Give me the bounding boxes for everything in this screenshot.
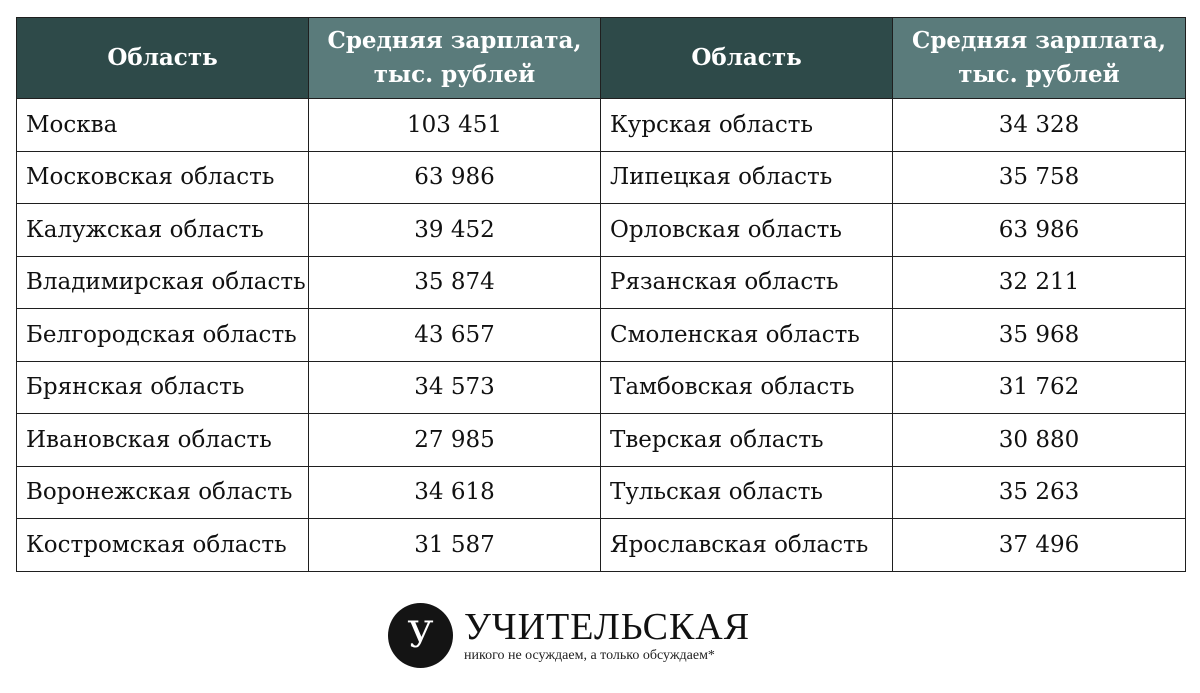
region-cell: Московская область — [16, 150, 309, 204]
header-salary-left: Средняя зарплата, тыс. рублей — [308, 17, 601, 99]
table-row: Белгородская область 43 657 Смоленская о… — [16, 308, 1186, 362]
table-header-row: Область Средняя зарплата, тыс. рублей Об… — [16, 17, 1186, 99]
salary-cell: 35 758 — [892, 150, 1186, 204]
header-salary-line1: Средняя зарплата, — [327, 27, 582, 54]
region-cell: Курская область — [600, 98, 893, 152]
table-row: Владимирская область 35 874 Рязанская об… — [16, 255, 1186, 309]
table-row: Костромская область 31 587 Ярославская о… — [16, 518, 1186, 572]
salary-cell: 27 985 — [308, 413, 601, 467]
header-region-right: Область — [600, 17, 893, 99]
salary-cell: 30 880 — [892, 413, 1186, 467]
region-cell: Смоленская область — [600, 308, 893, 362]
salary-cell: 35 874 — [308, 255, 601, 309]
region-cell: Москва — [16, 98, 309, 152]
table-row: Брянская область 34 573 Тамбовская облас… — [16, 360, 1186, 414]
region-cell: Калужская область — [16, 203, 309, 257]
header-salary-line2: тыс. рублей — [373, 61, 536, 88]
salary-cell: 31 587 — [308, 518, 601, 572]
region-cell: Тамбовская область — [600, 360, 893, 414]
region-cell: Воронежская область — [16, 465, 309, 519]
salary-table: Область Средняя зарплата, тыс. рублей Об… — [16, 17, 1186, 572]
header-region-left: Область — [16, 17, 309, 99]
region-cell: Тверская область — [600, 413, 893, 467]
table-row: Ивановская область 27 985 Тверская облас… — [16, 413, 1186, 467]
salary-cell: 43 657 — [308, 308, 601, 362]
salary-cell: 34 328 — [892, 98, 1186, 152]
header-salary-right: Средняя зарплата, тыс. рублей — [892, 17, 1186, 99]
salary-cell: 37 496 — [892, 518, 1186, 572]
salary-cell: 34 618 — [308, 465, 601, 519]
region-cell: Липецкая область — [600, 150, 893, 204]
table-row: Калужская область 39 452 Орловская облас… — [16, 203, 1186, 257]
brand-tagline: никого не осуждаем, а только обсуждаем* — [464, 648, 715, 663]
region-cell: Костромская область — [16, 518, 309, 572]
region-cell: Орловская область — [600, 203, 893, 257]
brand-text: УЧИТЕЛЬСКАЯ никого не осуждаем, а только… — [464, 607, 750, 664]
salary-cell: 103 451 — [308, 98, 601, 152]
brand-footer: У УЧИТЕЛЬСКАЯ никого не осуждаем, а толь… — [388, 603, 750, 668]
table-row: Московская область 63 986 Липецкая облас… — [16, 150, 1186, 204]
brand-logo-icon: У — [388, 603, 453, 668]
region-cell: Ивановская область — [16, 413, 309, 467]
salary-cell: 63 986 — [892, 203, 1186, 257]
header-salary-line1: Средняя зарплата, — [912, 27, 1166, 54]
region-cell: Белгородская область — [16, 308, 309, 362]
salary-cell: 34 573 — [308, 360, 601, 414]
salary-cell: 63 986 — [308, 150, 601, 204]
salary-cell: 35 968 — [892, 308, 1186, 362]
brand-name: УЧИТЕЛЬСКАЯ — [464, 606, 751, 648]
salary-cell: 39 452 — [308, 203, 601, 257]
salary-cell: 35 263 — [892, 465, 1186, 519]
region-cell: Брянская область — [16, 360, 309, 414]
salary-cell: 32 211 — [892, 255, 1186, 309]
table-row: Москва 103 451 Курская область 34 328 — [16, 98, 1186, 152]
header-salary-line2: тыс. рублей — [958, 61, 1120, 88]
salary-cell: 31 762 — [892, 360, 1186, 414]
region-cell: Тульская область — [600, 465, 893, 519]
table-row: Воронежская область 34 618 Тульская обла… — [16, 465, 1186, 519]
region-cell: Рязанская область — [600, 255, 893, 309]
region-cell: Ярославская область — [600, 518, 893, 572]
region-cell: Владимирская область — [16, 255, 309, 309]
